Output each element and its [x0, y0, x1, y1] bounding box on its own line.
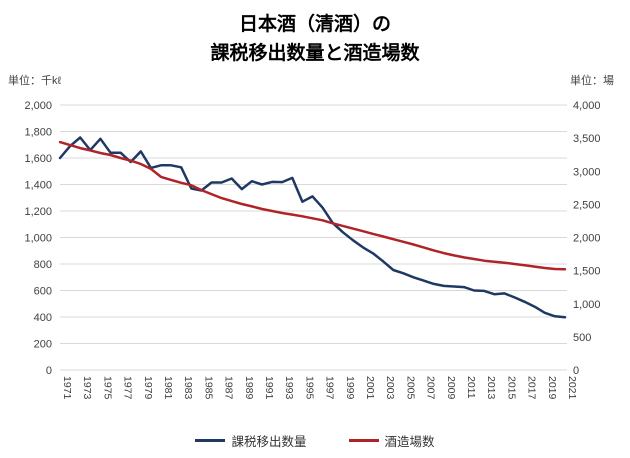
x-axis-tick: 1991: [263, 376, 275, 400]
x-axis-tick: 2003: [384, 376, 396, 400]
x-axis-tick: 2005: [404, 376, 416, 400]
x-axis-tick: 1977: [122, 376, 134, 400]
right-axis-unit-label: 単位：場: [570, 75, 614, 87]
left-axis-tick: 400: [34, 312, 52, 324]
x-axis-tick: 2017: [526, 376, 538, 400]
right-axis-tick: 0: [573, 365, 579, 377]
x-axis-tick: 1999: [344, 376, 356, 400]
x-axis-tick-labels: 1971 1973 1975 1977 1979 1981 1983 1985 1987 1989…: [61, 376, 578, 400]
x-axis-tick: 1985: [202, 376, 214, 400]
chart-legend: 課税移出数量 酒造場数: [0, 431, 630, 450]
shipment-line-swatch: [195, 439, 226, 442]
x-axis-tick: 2021: [566, 376, 578, 400]
x-axis-tick: 2015: [505, 376, 517, 400]
x-axis-tick: 1979: [142, 376, 154, 400]
shipment-legend-label: 課税移出数量: [231, 435, 307, 449]
breweries-line-swatch: [348, 439, 379, 442]
right-axis-tick: 500: [573, 332, 591, 344]
gridlines: [60, 104, 567, 371]
left-axis-tick-labels: 2,000 1,800 1,600 1,400 1,200 1,000 800 600 400 2…: [24, 100, 52, 377]
right-axis-tick: 2,500: [573, 199, 601, 211]
x-axis-tick: 2013: [485, 376, 497, 400]
shipment-line: [58, 136, 567, 319]
left-axis-unit-label: 単位：千kℓ: [8, 75, 62, 87]
right-axis-tick-labels: 4,000 3,500 3,000 2,500 2,000 1,500 1,000 500 0: [573, 100, 601, 377]
right-axis-tick: 4,000: [573, 100, 601, 112]
x-axis-tick: 1989: [243, 376, 255, 400]
x-axis-tick: 1981: [162, 376, 174, 400]
left-axis-tick: 1,600: [24, 153, 52, 165]
x-axis-tick: 1975: [101, 376, 113, 400]
x-axis-tick: 2009: [445, 376, 457, 400]
left-axis-tick: 1,400: [24, 180, 52, 192]
breweries-legend-label: 酒造場数: [384, 435, 435, 449]
left-axis-tick: 1,200: [24, 206, 52, 218]
right-axis-tick: 1,000: [573, 299, 601, 311]
left-axis-tick: 800: [34, 259, 52, 271]
left-axis-tick: 1,800: [24, 127, 52, 139]
left-axis-tick: 2,000: [24, 100, 52, 112]
x-axis-tick: 1971: [61, 376, 73, 400]
left-axis-tick: 1,000: [24, 233, 52, 245]
x-axis-tick: 2011: [465, 376, 477, 399]
x-axis-tick: 2019: [546, 376, 558, 400]
breweries-line: [58, 140, 567, 271]
x-axis-tick: 1973: [81, 376, 93, 400]
x-axis-tick: 1983: [182, 376, 194, 400]
left-axis-tick: 600: [34, 286, 52, 298]
x-axis-tick: 2007: [425, 376, 437, 400]
left-axis-tick: 0: [46, 365, 52, 377]
x-axis-tick: 1987: [223, 376, 235, 400]
x-axis-tick: 1997: [324, 376, 336, 400]
right-axis-tick: 2,000: [573, 233, 601, 245]
legend-item-shipment: 課税移出数量: [195, 431, 307, 450]
right-axis-tick: 3,500: [573, 133, 601, 145]
right-axis-tick: 3,000: [573, 166, 601, 178]
right-axis-tick: 1,500: [573, 266, 601, 278]
legend-item-breweries: 酒造場数: [348, 431, 435, 450]
chart-title: 日本酒（清酒）の 課税移出数量と酒造場数: [210, 14, 420, 64]
x-axis-tick: 2001: [364, 376, 376, 400]
left-axis-tick: 200: [34, 339, 52, 351]
x-axis-tick: 1995: [303, 376, 315, 400]
x-axis-tick: 1993: [283, 376, 295, 400]
